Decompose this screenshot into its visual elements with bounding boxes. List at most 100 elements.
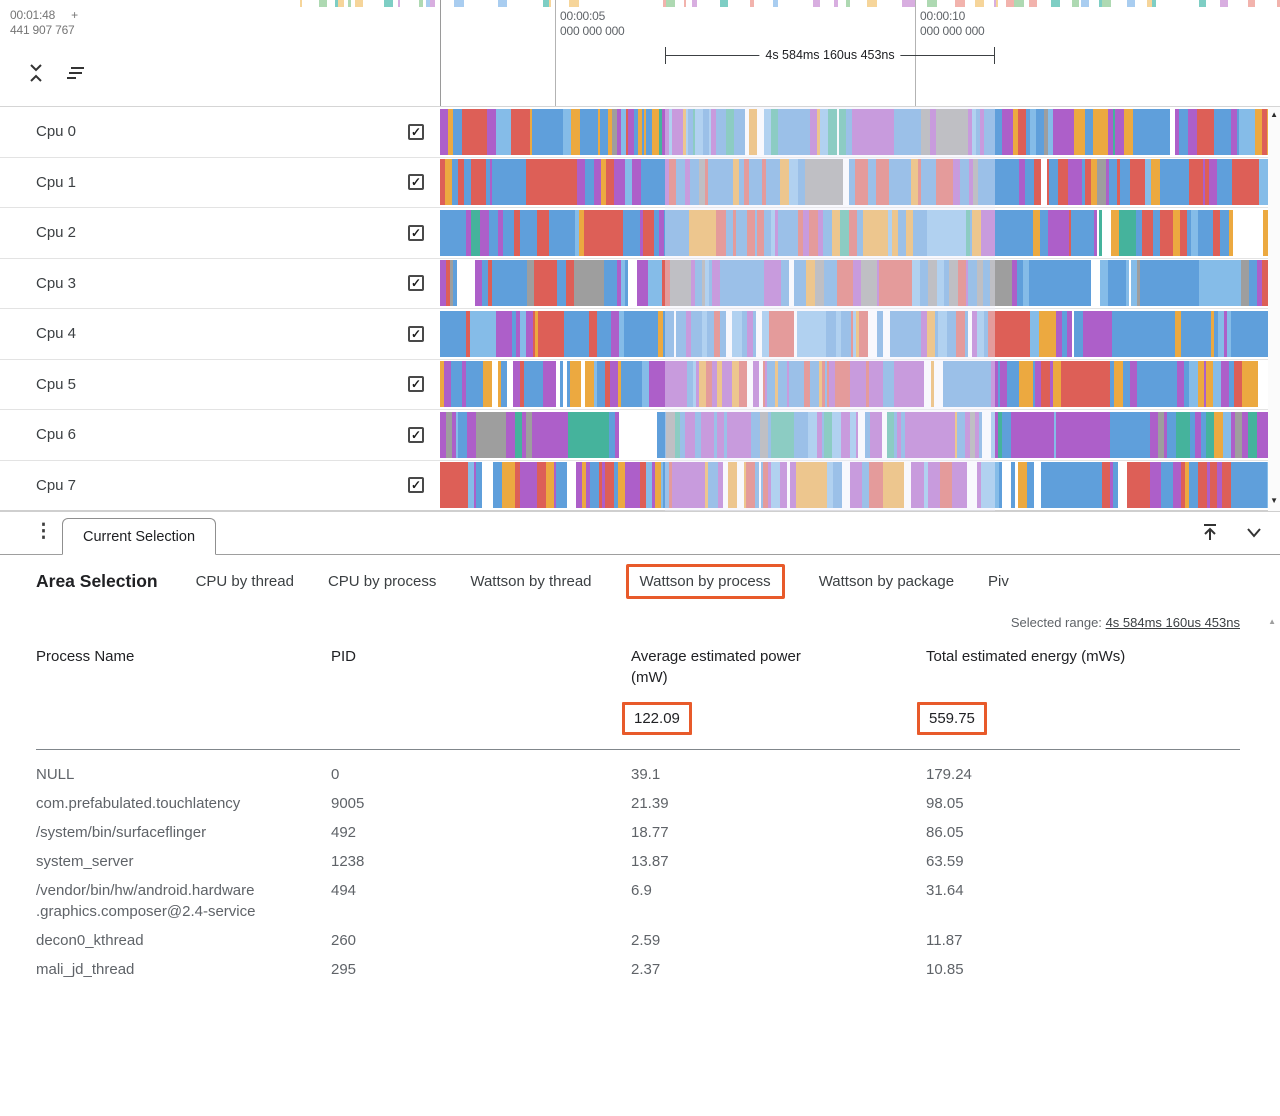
process-name-cell: decon0_kthread: [36, 932, 144, 949]
avg-power-cell: 13.87: [631, 853, 669, 870]
panel-drag-handle-icon[interactable]: ⋮: [34, 521, 53, 542]
track-checkbox[interactable]: ✓: [408, 174, 424, 191]
wattson-by-process-panel: Selected range: 4s 584ms 160us 453ns Pro…: [0, 607, 1280, 1116]
track-row-cpu7[interactable]: Cpu 7 ✓: [0, 461, 1280, 511]
cpu-slices-track[interactable]: [440, 209, 1268, 256]
time-gridline: [555, 0, 556, 106]
col-header-process-name: Process Name: [36, 648, 135, 665]
col-header-avg-power: Average estimated power (mW): [631, 648, 801, 686]
tab-cpu-by-thread[interactable]: CPU by thread: [195, 572, 294, 590]
track-checkbox[interactable]: ✓: [408, 224, 424, 241]
pid-cell: 9005: [331, 795, 365, 812]
avg-power-cell: 21.39: [631, 795, 669, 812]
tab-wattson-by-package[interactable]: Wattson by package: [818, 572, 955, 590]
track-row-cpu0[interactable]: Cpu 0 ✓: [0, 107, 1280, 158]
track-label: Cpu 7: [36, 476, 77, 494]
cpu-slices-track[interactable]: [440, 462, 1268, 509]
process-name-cell: /vendor/bin/hw/android.hardware.graphics…: [36, 882, 256, 920]
panel-scroll-up-icon[interactable]: ▲: [1268, 617, 1276, 626]
track-row-cpu4[interactable]: Cpu 4 ✓: [0, 309, 1280, 360]
track-label: Cpu 2: [36, 224, 77, 242]
col-header-total-energy: Total estimated energy (mWs): [926, 648, 1126, 665]
pid-cell: 492: [331, 824, 357, 841]
range-duration-label: 4s 584ms 160us 453ns: [759, 48, 901, 62]
track-label: Cpu 4: [36, 325, 77, 343]
collapse-tracks-icon[interactable]: [28, 62, 44, 84]
collapse-panel-chevron-icon[interactable]: [1244, 522, 1264, 542]
tab-wattson-by-thread[interactable]: Wattson by thread: [470, 572, 592, 590]
pid-cell: 0: [331, 766, 340, 783]
cpu-slices-track[interactable]: [440, 361, 1268, 408]
check-icon: ✓: [410, 478, 422, 493]
total-energy-value: 559.75: [917, 702, 987, 735]
process-power-table: Process Name PID Average estimated power…: [36, 642, 1240, 984]
selected-range-label: Selected range:: [1010, 615, 1102, 630]
avg-power-cell: 2.37: [631, 961, 661, 978]
cpu-slices-track[interactable]: [440, 260, 1268, 307]
track-label: Cpu 1: [36, 173, 77, 191]
process-name-cell: com.prefabulated.touchlatency: [36, 795, 241, 812]
track-checkbox[interactable]: ✓: [408, 376, 424, 393]
track-checkbox[interactable]: ✓: [408, 123, 424, 140]
process-name-cell: /system/bin/surfaceflinger: [36, 824, 207, 841]
cpu-slices-track[interactable]: [440, 159, 1268, 206]
energy-cell: 179.24: [926, 766, 972, 783]
pid-cell: 295: [331, 961, 357, 978]
process-name-cell: NULL: [36, 766, 75, 783]
cpu-tracks-section: Cpu 0 ✓ Cpu 1 ✓ Cpu 2 ✓ Cpu 3 ✓ Cpu 4 ✓ …: [0, 106, 1280, 511]
track-checkbox[interactable]: ✓: [408, 477, 424, 494]
scroll-down-icon[interactable]: ▼: [1270, 496, 1278, 505]
origin-offset: 441 907 767: [10, 23, 75, 37]
pid-cell: 494: [331, 882, 357, 899]
track-checkbox[interactable]: ✓: [408, 275, 424, 292]
table-divider: [36, 749, 1240, 750]
energy-cell: 31.64: [926, 882, 964, 899]
process-name-cell: mali_jd_thread: [36, 961, 135, 978]
cpu-slices-track[interactable]: [440, 310, 1268, 357]
tab-pivot-table[interactable]: Piv: [988, 572, 1009, 590]
timeline-ruler[interactable]: 00:01:48 + 441 907 767 00:00:05 000 000 0…: [0, 0, 1280, 106]
cpu-slices-track[interactable]: [440, 108, 1268, 155]
tracks-scrollbar[interactable]: ▲ ▼: [1268, 107, 1280, 511]
track-label: Cpu 5: [36, 375, 77, 393]
track-checkbox[interactable]: ✓: [408, 426, 424, 443]
track-row-cpu6[interactable]: Cpu 6 ✓: [0, 410, 1280, 461]
track-row-cpu2[interactable]: Cpu 2 ✓: [0, 208, 1280, 259]
scroll-up-icon[interactable]: ▲: [1270, 110, 1278, 119]
track-row-cpu3[interactable]: Cpu 3 ✓: [0, 259, 1280, 309]
energy-cell: 63.59: [926, 853, 964, 870]
selected-range-value-link[interactable]: 4s 584ms 160us 453ns: [1105, 615, 1240, 630]
track-label: Cpu 0: [36, 123, 77, 141]
energy-cell: 86.05: [926, 824, 964, 841]
origin-plus: +: [71, 8, 78, 22]
check-icon: ✓: [410, 225, 422, 240]
check-icon: ✓: [410, 326, 422, 341]
avg-power-cell: 39.1: [631, 766, 661, 783]
total-avg-power-value: 122.09: [622, 702, 692, 735]
cpu-slices-track[interactable]: [440, 411, 1268, 458]
energy-cell: 10.85: [926, 961, 964, 978]
selected-range-line: Selected range: 4s 584ms 160us 453ns: [36, 615, 1240, 630]
process-name-cell: system_server: [36, 853, 134, 870]
tab-current-selection[interactable]: Current Selection: [62, 518, 217, 555]
check-icon: ✓: [410, 175, 422, 190]
check-icon: ✓: [410, 276, 422, 291]
expand-panel-icon[interactable]: [1200, 522, 1220, 542]
tab-wattson-by-process[interactable]: Wattson by process: [625, 563, 785, 599]
track-row-cpu5[interactable]: Cpu 5 ✓: [0, 360, 1280, 410]
area-selection-header: Area Selection CPU by thread CPU by proc…: [0, 555, 1280, 607]
timeline-origin: 00:01:48 + 441 907 767: [10, 8, 78, 38]
track-row-cpu1[interactable]: Cpu 1 ✓: [0, 158, 1280, 208]
track-filter-icon[interactable]: [64, 64, 86, 82]
check-icon: ✓: [410, 427, 422, 442]
check-icon: ✓: [410, 377, 422, 392]
track-checkbox[interactable]: ✓: [408, 325, 424, 342]
pid-cell: 260: [331, 932, 357, 949]
col-header-pid: PID: [331, 648, 357, 665]
tab-cpu-by-process[interactable]: CPU by process: [327, 572, 437, 590]
time-gridline: [915, 0, 916, 106]
overview-minimap[interactable]: [300, 0, 1280, 7]
time-marker: 00:00:05 000 000 000: [560, 9, 625, 38]
bottom-panel-tabbar: ⋮ Current Selection: [0, 510, 1280, 555]
check-icon: ✓: [410, 124, 422, 139]
